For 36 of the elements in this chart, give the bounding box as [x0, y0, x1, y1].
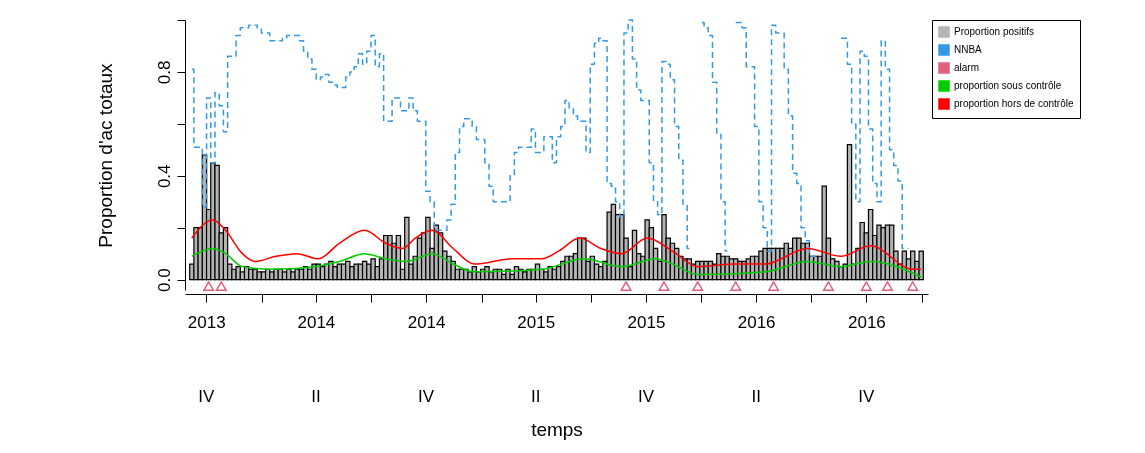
- bar: [821, 185, 827, 281]
- x-tick-label: 2013: [187, 312, 226, 332]
- x-tick-label: 2015: [517, 312, 556, 332]
- bar: [353, 263, 359, 281]
- text: II: [530, 387, 541, 406]
- bar: [918, 250, 924, 281]
- line-series: [191, 219, 922, 270]
- x-tick-label: 2015: [627, 312, 666, 332]
- bar: [404, 216, 410, 281]
- text: IV: [637, 387, 655, 406]
- legend-label: proportion sous contrôle: [954, 80, 1062, 91]
- y-tick-label: 0.8: [154, 60, 174, 85]
- x-tick-label: 2014: [407, 312, 446, 332]
- legend-label: Proportion positifs: [954, 26, 1035, 37]
- legend-label: NNBA: [954, 44, 983, 55]
- x-tick-label: 2016: [737, 312, 776, 332]
- text: IV: [198, 387, 215, 406]
- text: II: [311, 387, 321, 406]
- bar: [370, 258, 376, 281]
- bar: [235, 266, 241, 281]
- bar: [214, 164, 220, 281]
- bar: [644, 219, 650, 281]
- line-series: [191, 247, 922, 278]
- x-tick-label: 2016: [847, 312, 886, 332]
- y-tick-label: 0.0: [154, 268, 174, 292]
- text: II: [751, 387, 761, 406]
- bar: [256, 271, 262, 281]
- y-axis-title: Proportion d'ac totaux: [94, 62, 116, 248]
- text: IV: [418, 387, 435, 406]
- legend-label: proportion hors de contrôle: [954, 98, 1074, 109]
- x-axis-title: temps: [531, 418, 583, 440]
- text: IV: [858, 387, 876, 406]
- bar: [859, 221, 865, 281]
- y-tick-label: 0.4: [154, 164, 174, 189]
- x-tick-label: 2014: [297, 312, 336, 332]
- legend-label: alarm: [954, 62, 980, 73]
